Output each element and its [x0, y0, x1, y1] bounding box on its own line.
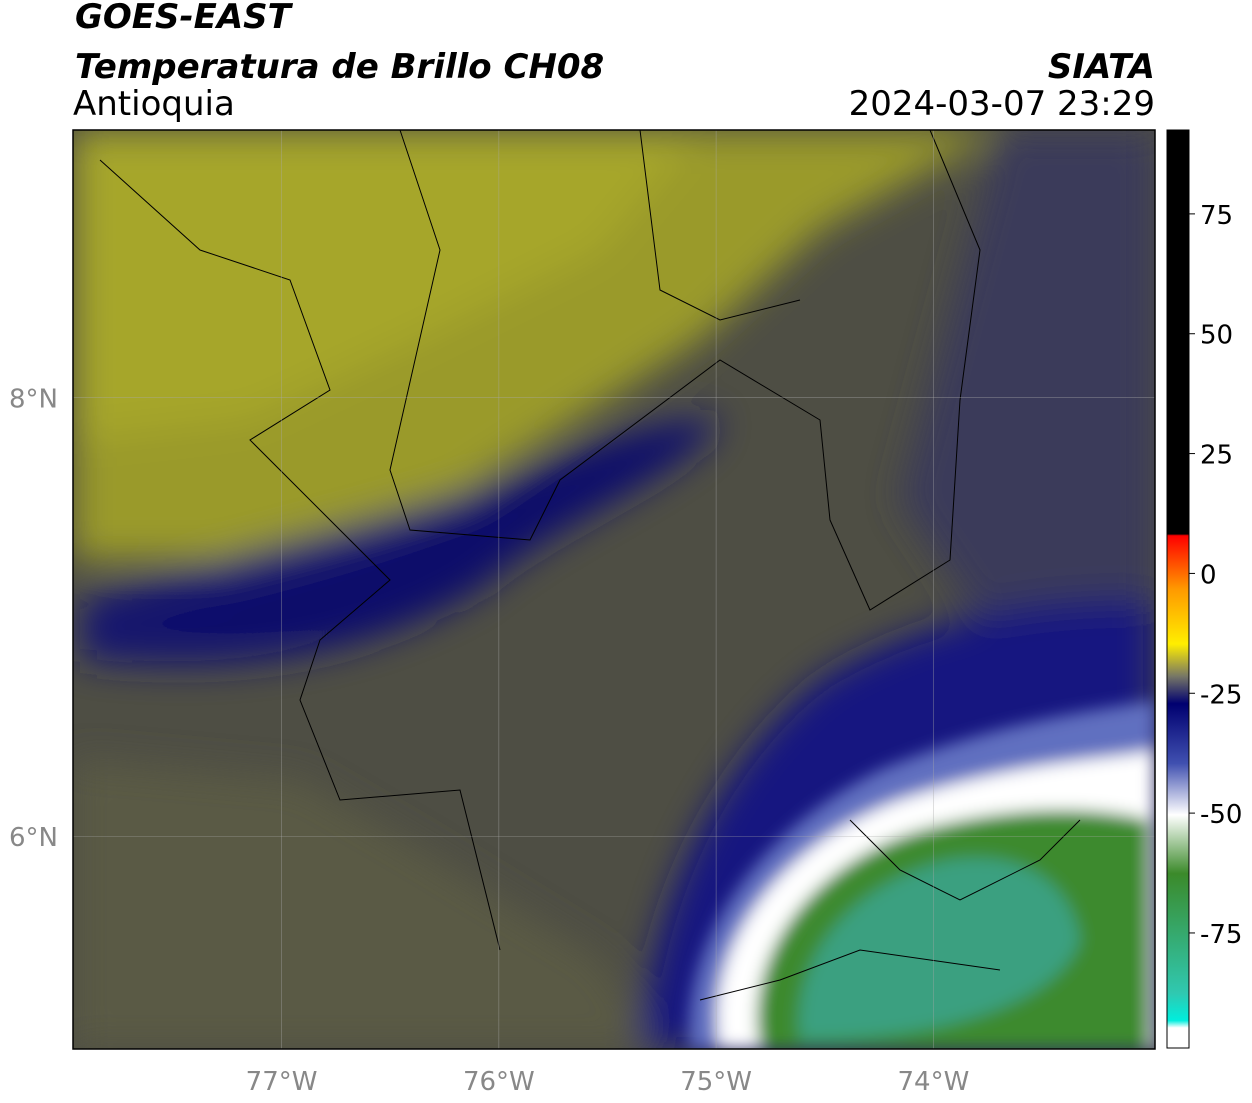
satellite-image — [73, 130, 1155, 1049]
colorbar — [1166, 129, 1190, 1049]
x-tick-label: 76°W — [463, 1067, 535, 1097]
x-tick-label: 74°W — [897, 1067, 969, 1097]
boundaries — [99, 130, 1081, 1001]
x-tick-label: 75°W — [680, 1067, 752, 1097]
colorbar-tick-label: 25 — [1200, 441, 1233, 471]
y-tick-label: 8°N — [9, 385, 58, 415]
region: Antioquia — [73, 84, 235, 124]
map-frame — [72, 129, 1156, 1050]
x-tick-label: 77°W — [246, 1067, 318, 1097]
title: GOES-EAST — [75, 0, 294, 37]
datetime: 2024-03-07 23:29 — [849, 84, 1155, 124]
y-tick-label: 6°N — [9, 823, 58, 853]
colorbar-tick-label: 0 — [1200, 560, 1217, 590]
colorbar-tick-label: -75 — [1200, 920, 1242, 950]
colorbar-tick-label: 50 — [1200, 321, 1233, 351]
source: SIATA — [1048, 47, 1155, 87]
colorbar-tick-label: 75 — [1200, 201, 1233, 231]
subtitle: Temperatura de Brillo CH08 — [75, 47, 604, 87]
colorbar-tick-label: -25 — [1200, 680, 1242, 710]
colorbar-tick-label: -50 — [1200, 800, 1242, 830]
